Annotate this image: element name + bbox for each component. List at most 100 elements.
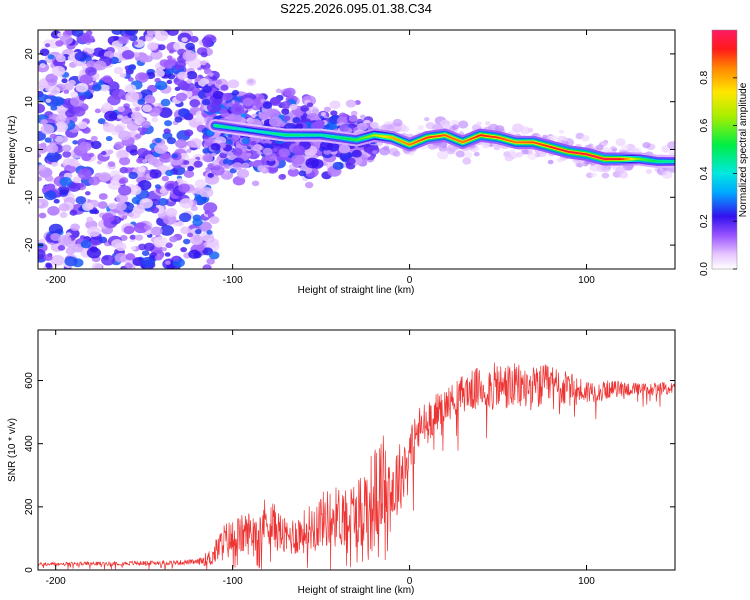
spectrogram-blob — [207, 173, 214, 178]
spectrogram-blob — [202, 147, 210, 154]
spectrogram-blob — [207, 163, 215, 169]
spectrogram-blob — [94, 108, 101, 114]
spectrogram-blob — [172, 256, 180, 262]
spectrogram-blob — [171, 153, 179, 159]
spectrogram-blob — [332, 161, 343, 170]
spectrogram-blob — [169, 235, 178, 243]
spectrogram-ridge-segment — [249, 129, 258, 133]
spectrogram-blob — [143, 224, 152, 231]
spectrogram-blob — [174, 116, 183, 123]
spectrogram-ridge-segment — [237, 127, 246, 131]
spectrogram-x-tick-label: -200 — [46, 275, 66, 286]
spectrogram-blob — [283, 115, 291, 122]
spectrogram-blob — [144, 94, 155, 103]
spectrogram-halo-blob — [400, 125, 410, 133]
spectrogram-blob — [278, 148, 291, 158]
spectrogram-blob — [134, 106, 141, 112]
spectrogram-blob — [133, 222, 148, 234]
spectrogram-blob — [194, 179, 207, 189]
spectrogram-blob — [79, 141, 92, 152]
spectrogram-blob — [147, 156, 159, 166]
spectrogram-blob — [132, 52, 140, 58]
spectrogram-blob — [166, 79, 173, 85]
snr-y-ticks: 0 200 400 600 — [24, 372, 675, 573]
spectrogram-blob — [219, 107, 228, 114]
spectrogram-halo-blob — [562, 137, 568, 142]
spectrogram-blob — [166, 137, 177, 145]
spectrogram-blob — [143, 242, 155, 252]
chart-title: S225.2026.095.01.38.C34 — [280, 1, 432, 16]
spectrogram-y-tick-label: 10 — [24, 96, 35, 108]
spectrogram-blob — [65, 109, 75, 118]
spectrogram-blob — [206, 257, 215, 265]
spectrogram-y-tick-label: 0 — [24, 146, 35, 152]
spectrogram-blob — [59, 211, 68, 218]
spectrogram-blob — [113, 66, 124, 75]
spectrogram-blob — [180, 247, 188, 253]
spectrogram-blob — [55, 40, 64, 47]
spectrogram-blob — [324, 124, 331, 129]
spectrogram-blob — [206, 101, 222, 113]
spectrogram-blob — [200, 51, 208, 58]
spectrogram-blob — [220, 84, 229, 91]
spectrogram-blob — [99, 84, 110, 92]
spectrogram-blob — [86, 216, 94, 223]
spectrogram-x-ticks: -200 -100 0 100 — [46, 30, 595, 286]
spectrogram-blob — [257, 165, 267, 173]
spectrogram-blob — [140, 256, 156, 268]
spectrogram-blob — [81, 202, 94, 212]
spectrogram-blob — [193, 160, 203, 168]
spectrogram-halo-blob — [520, 126, 531, 135]
spectrogram-blob — [241, 137, 250, 145]
spectrogram-blob — [159, 153, 172, 163]
spectrogram-blob — [85, 66, 97, 76]
spectrogram-ridge-segment — [343, 137, 352, 141]
spectrogram-blob — [115, 202, 127, 211]
spectrogram-y-axis-label: Frequency (Hz) — [7, 116, 18, 185]
spectrogram-blob — [323, 106, 332, 113]
spectrogram-blob — [38, 198, 49, 209]
spectrogram-blob — [202, 85, 212, 94]
spectrogram-blob — [114, 252, 128, 263]
spectrogram-blob — [202, 153, 214, 163]
spectrogram-blob — [211, 165, 225, 176]
spectrogram-x-tick-label: -100 — [223, 275, 243, 286]
spectrogram-blob — [154, 143, 168, 154]
spectrogram-blob — [175, 139, 188, 149]
spectrogram-blob — [250, 140, 257, 146]
colorbar-ticks: 0.0 0.2 0.4 0.6 0.8 — [699, 70, 737, 276]
spectrogram-blob — [190, 205, 198, 212]
spectrogram-blob — [137, 127, 144, 132]
spectrogram-blob — [300, 114, 307, 120]
spectrogram-blob — [202, 264, 212, 269]
spectrogram-blob — [43, 254, 53, 261]
spectrogram-blob — [202, 196, 208, 201]
spectrogram-blob — [321, 143, 327, 148]
spectrogram-blob — [68, 79, 76, 86]
spectrogram-blob — [75, 196, 87, 205]
spectrogram-blob — [150, 206, 159, 214]
spectrogram-blob — [141, 120, 151, 129]
spectrogram-blob — [45, 98, 52, 103]
spectrogram-halo-blob — [581, 134, 590, 142]
spectrogram-blob — [117, 36, 129, 45]
spectrogram-blob — [350, 110, 358, 116]
spectrogram-blob — [278, 174, 286, 180]
spectrogram-blob — [161, 247, 167, 252]
spectrogram-blob — [59, 176, 72, 187]
spectrogram-blob — [154, 254, 163, 261]
spectrogram-blob — [102, 75, 113, 83]
spectrogram-blob — [45, 73, 58, 84]
spectrogram-blob — [40, 142, 47, 148]
spectrogram-blob — [101, 151, 107, 156]
spectrogram-blob — [105, 135, 113, 142]
spectrogram-blob — [91, 262, 103, 269]
spectrogram-blob — [72, 106, 86, 117]
spectrogram-blob — [116, 114, 123, 119]
spectrogram-blob — [39, 48, 50, 57]
spectrogram-blob — [101, 213, 115, 223]
spectrogram-blob — [57, 244, 66, 251]
snr-y-tick-label: 600 — [24, 372, 35, 389]
spectrogram-blob — [77, 168, 92, 180]
snr-x-tick-label: -100 — [223, 576, 243, 587]
